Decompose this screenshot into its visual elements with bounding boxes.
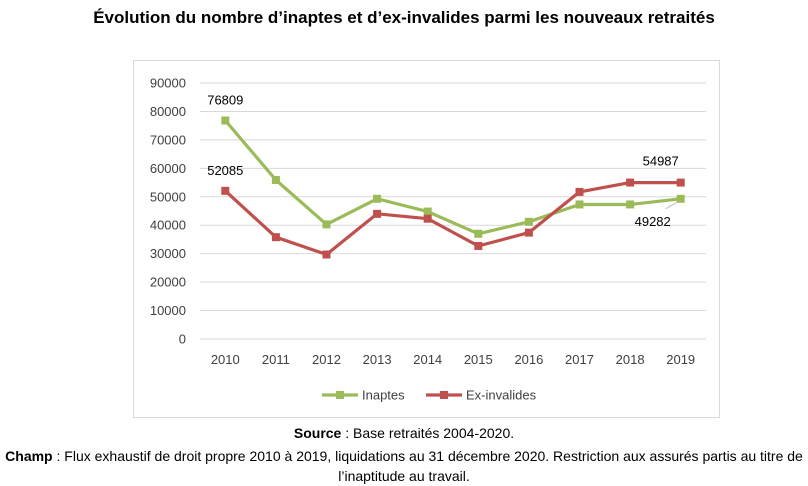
source-note: Source : Base retraités 2004-2020. xyxy=(0,425,808,441)
data-point xyxy=(575,187,584,196)
leader-line xyxy=(665,201,678,210)
data-point xyxy=(423,214,432,223)
y-tick-label: 60000 xyxy=(150,161,186,176)
data-point xyxy=(676,194,685,203)
source-label: Source xyxy=(293,425,342,441)
chart-title: Évolution du nombre d’inaptes et d’ex-in… xyxy=(93,8,715,27)
data-point xyxy=(626,178,635,187)
y-tick-label: 10000 xyxy=(150,303,186,318)
champ-text: : Flux exhaustif de droit propre 2010 à … xyxy=(52,448,803,484)
x-tick-label: 2018 xyxy=(616,352,645,367)
champ-label: Champ xyxy=(5,448,53,464)
data-point xyxy=(373,209,382,218)
data-label: 54987 xyxy=(643,154,679,169)
chart-area: 0 10000 20000 30000 40000 50000 60000 70000 8000… xyxy=(133,60,720,418)
data-point xyxy=(271,175,280,184)
source-text: : Base retraités 2004-2020. xyxy=(341,425,515,441)
data-label: 49282 xyxy=(635,214,671,229)
legend-label: Ex-invalides xyxy=(466,388,537,403)
y-tick-label: 50000 xyxy=(150,189,186,204)
champ-note: Champ : Flux exhaustif de droit propre 2… xyxy=(4,446,804,486)
data-point xyxy=(221,186,230,195)
x-tick-label: 2011 xyxy=(262,352,290,367)
x-tick-label: 2013 xyxy=(363,352,392,367)
data-point xyxy=(575,200,584,209)
data-point xyxy=(626,200,635,209)
x-tick-label: 2010 xyxy=(211,352,240,367)
x-tick-label: 2012 xyxy=(312,352,341,367)
data-point xyxy=(423,207,432,216)
x-tick-label: 2019 xyxy=(666,352,695,367)
x-tick-label: 2017 xyxy=(565,352,594,367)
data-point xyxy=(676,178,685,187)
data-point xyxy=(271,233,280,242)
data-point xyxy=(524,217,533,226)
series-line-ex-invalides xyxy=(224,180,681,257)
x-tick-label: 2016 xyxy=(514,352,543,367)
data-label: 76809 xyxy=(207,93,243,108)
y-tick-label: 80000 xyxy=(150,104,186,119)
line-chart: 0 10000 20000 30000 40000 50000 60000 70000 8000… xyxy=(150,76,706,403)
data-point xyxy=(221,116,230,125)
legend-marker xyxy=(336,391,344,399)
series-line-inaptes xyxy=(224,119,681,236)
y-tick-label: 30000 xyxy=(150,246,186,261)
legend-marker xyxy=(440,391,448,399)
data-point xyxy=(373,194,382,203)
data-point xyxy=(474,229,483,238)
y-tick-label: 20000 xyxy=(150,275,186,290)
x-tick-label: 2014 xyxy=(413,352,442,367)
data-point xyxy=(474,241,483,250)
y-tick-label: 90000 xyxy=(150,76,186,91)
y-tick-label: 40000 xyxy=(150,218,186,233)
data-point xyxy=(322,220,331,229)
data-label: 52085 xyxy=(207,163,243,178)
data-point xyxy=(322,250,331,259)
y-tick-label: 0 xyxy=(179,332,186,347)
y-tick-label: 70000 xyxy=(150,132,186,147)
legend-label: Inaptes xyxy=(362,388,405,403)
x-tick-label: 2015 xyxy=(464,352,493,367)
data-point xyxy=(524,228,533,237)
